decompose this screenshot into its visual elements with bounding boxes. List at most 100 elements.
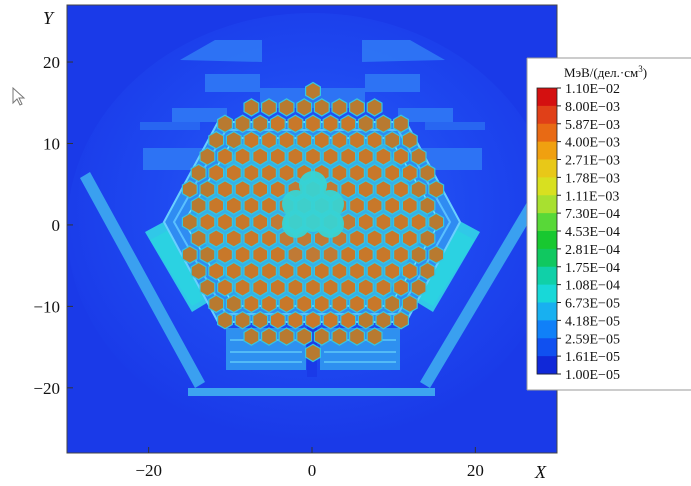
fuel-assembly [428,212,445,232]
fuel-assembly [208,261,225,281]
fuel-assembly [410,278,427,297]
fuel-assembly [331,163,348,183]
fuel-assembly [349,229,365,248]
fuel-assembly [393,310,409,330]
colorbar-swatch [537,123,557,143]
fuel-assembly [366,261,383,281]
fuel-assembly [366,163,383,183]
fuel-assembly [234,278,251,297]
y-tick-label: 10 [43,134,60,153]
fuel-assembly [234,114,251,134]
colorbar-label: 4.53E−04 [565,225,620,240]
fuel-assembly [428,180,445,199]
fuel-assembly [331,130,348,150]
fuel-assembly [261,196,277,215]
fuel-assembly [225,229,242,248]
y-tick-label: 20 [43,53,60,72]
fuel-assembly [393,147,409,166]
fuel-assembly [384,163,401,183]
fuel-assembly [393,114,409,134]
fuel-assembly [313,261,330,281]
fuel-assembly [313,294,330,314]
colorbar-label: 1.61E−05 [565,350,620,365]
fuel-assembly [340,147,357,166]
fuel-assembly [419,196,436,215]
colorbar-label: 2.59E−05 [565,332,620,347]
colorbar-label: 2.81E−04 [565,243,620,258]
fuel-assembly [269,278,286,297]
fuel-assembly [393,180,409,199]
x-tick-label: 20 [467,461,484,480]
fuel-assembly [305,81,321,101]
y-tick-label: 0 [52,216,61,235]
fuel-assembly [357,147,374,166]
fuel-assembly [366,98,383,117]
fuel-assembly [269,245,286,264]
fuel-assembly [366,327,383,346]
colorbar-swatch [537,320,557,339]
fuel-assembly [401,294,418,314]
fuel-assembly [375,212,392,232]
fuel-assembly [225,294,242,314]
fuel-assembly [401,130,418,150]
fuel-assembly [305,310,321,330]
fuel-assembly [234,147,251,166]
fuel-assembly [393,278,409,297]
fuel-assembly [313,327,330,346]
fuel-assembly [287,114,304,134]
fuel-assembly [287,310,304,330]
fuel-assembly [261,261,277,281]
fuel-assembly [375,114,392,134]
cursor-arrow-icon [12,86,26,106]
fuel-assembly [366,130,383,150]
fuel-assembly [349,196,365,215]
fuel-assembly [357,212,374,232]
fuel-assembly [243,196,260,215]
fuel-assembly [340,114,357,134]
fuel-assembly [261,98,277,117]
fuel-assembly [384,196,401,215]
fuel-assembly [269,114,286,134]
fuel-assembly [199,212,216,232]
colorbar-swatch [537,141,557,160]
colorbar-title: МэВ/(дел.·см3) [564,64,647,80]
fuel-assembly [217,278,233,297]
fuel-assembly [199,278,216,297]
fuel-assembly [243,261,260,281]
colorbar-label: 1.78E−03 [565,171,620,186]
fuel-assembly [287,147,304,166]
colorbar-swatch [537,302,557,321]
fuel-assembly [278,163,295,183]
y-axis-label: Y [43,8,55,28]
fuel-assembly [349,294,365,314]
fuel-assembly [322,278,339,297]
fuel-assembly [375,147,392,166]
fuel-assembly [401,229,418,248]
colorbar-swatch [537,338,557,357]
fuel-assembly [410,180,427,199]
fuel-assembly [349,163,365,183]
fuel-assembly [305,343,321,363]
colorbar-swatch [537,248,557,268]
fuel-assembly [278,261,295,281]
colorbar-label: 8.00E−03 [565,100,620,115]
fuel-assembly [243,98,260,117]
fuel-assembly [366,294,383,314]
fuel-assembly [190,163,207,183]
fuel-assembly [181,180,198,199]
fuel-assembly [357,310,374,330]
fuel-assembly [357,114,374,134]
fuel-assembly [217,180,233,199]
colorbar-label: 7.30E−04 [565,207,620,222]
fuel-assembly [410,147,427,166]
colorbar-swatches [536,87,558,375]
y-tick-label: −20 [33,379,60,398]
colorbar-swatch [537,105,557,125]
colorbar-label: 1.00E−05 [565,368,620,383]
fuel-assembly [384,130,401,150]
fuel-assembly [252,212,269,232]
fuel-assembly [208,130,225,150]
fuel-assembly [234,212,251,232]
colorbar-swatch [537,88,557,107]
fuel-assembly [331,327,348,346]
